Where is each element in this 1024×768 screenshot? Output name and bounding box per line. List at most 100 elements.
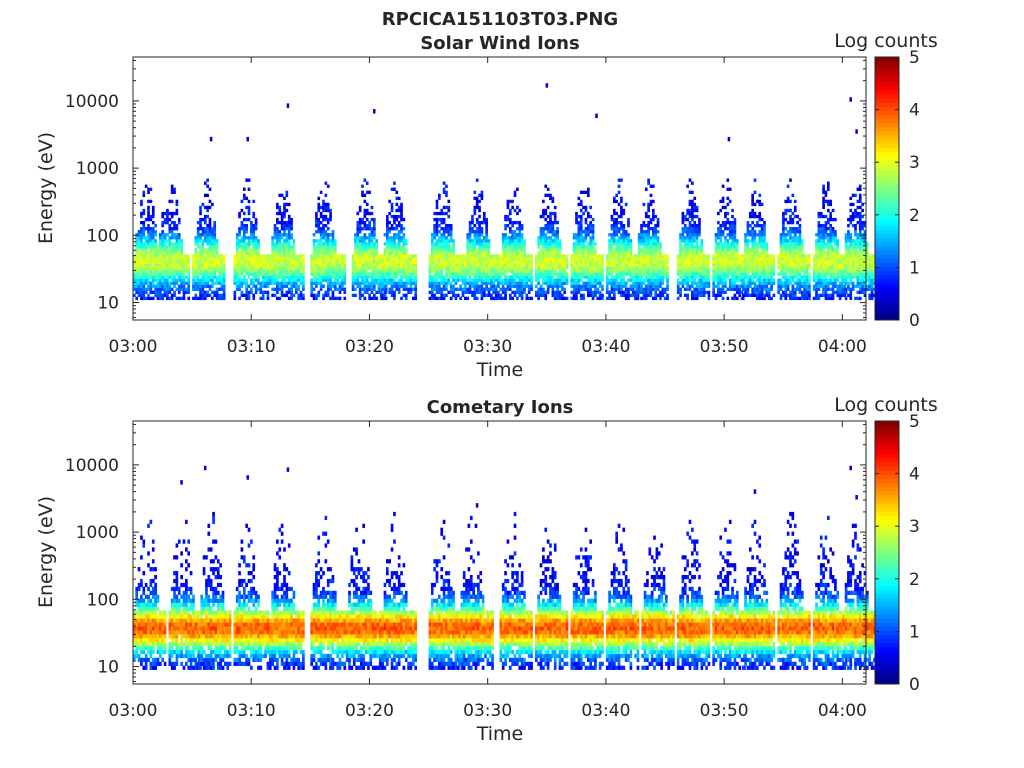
heatmap-cell [142, 296, 146, 301]
heatmap-cell [201, 230, 205, 234]
heatmap-cell [388, 251, 392, 255]
heatmap-cell [482, 260, 486, 264]
heatmap-cell [322, 202, 325, 207]
heatmap-cell [501, 254, 505, 258]
heatmap-cell [520, 275, 524, 279]
heatmap-cell [397, 269, 401, 273]
heatmap-cell [445, 284, 448, 288]
heatmap-cell [615, 275, 619, 279]
heatmap-cell [393, 275, 396, 279]
heatmap-cell [724, 239, 727, 243]
heatmap-cell [490, 266, 493, 270]
heatmap-cell [577, 223, 581, 228]
heatmap-cell [393, 290, 396, 294]
heatmap-cell [659, 275, 662, 279]
heatmap-cell [397, 290, 401, 294]
heatmap-cell [343, 257, 347, 261]
heatmap-cell [551, 272, 555, 276]
heatmap-cell [724, 205, 727, 210]
heatmap-cell [513, 284, 517, 288]
heatmap-cell [142, 248, 146, 252]
heatmap-cell [336, 272, 340, 276]
heatmap-cell [159, 275, 162, 279]
heatmap-cell [647, 284, 650, 288]
heatmap-cell [173, 223, 176, 228]
heatmap-cell [161, 278, 165, 282]
heatmap-cell [240, 199, 244, 204]
heatmap-cell [475, 227, 479, 231]
heatmap-cell [142, 245, 146, 249]
heatmap-cell [478, 260, 481, 264]
heatmap-cell [220, 257, 224, 261]
heatmap-cell [589, 263, 593, 267]
heatmap-cell [363, 296, 367, 301]
heatmap-cell [428, 281, 432, 285]
heatmap-cell [539, 257, 543, 261]
heatmap-cell [499, 272, 503, 276]
heatmap-cell [640, 284, 643, 288]
heatmap-cell [707, 275, 711, 279]
heatmap-cell [312, 296, 316, 301]
heatmap-cell [542, 266, 545, 270]
heatmap-cell [199, 293, 202, 298]
heatmap-cell [278, 211, 282, 216]
heatmap-cell [647, 293, 650, 298]
heatmap-cell [133, 263, 136, 267]
heatmap-cell [238, 281, 241, 285]
heatmap-cell [393, 269, 396, 273]
heatmap-cell [647, 260, 650, 264]
heatmap-cell [370, 260, 374, 264]
heatmap-cell [240, 254, 244, 258]
heatmap-cell [161, 248, 165, 252]
heatmap-cell [287, 236, 291, 240]
heatmap-cell [322, 296, 325, 301]
heatmap-cell [400, 260, 403, 264]
heatmap-cell [390, 202, 394, 207]
heatmap-cell [575, 242, 578, 246]
heatmap-cell [196, 245, 200, 249]
heatmap-cell [511, 223, 514, 228]
heatmap-cell [194, 260, 198, 264]
heatmap-cell [572, 248, 576, 252]
heatmap-cell [635, 296, 639, 301]
heatmap-cell [582, 248, 585, 252]
heatmap-cell [631, 293, 635, 298]
heatmap-cell [238, 230, 241, 234]
heatmap-cell [435, 245, 439, 249]
heatmap-cell [666, 254, 669, 258]
heatmap-cell [240, 284, 244, 288]
heatmap-cell [194, 254, 198, 258]
heatmap-cell [149, 266, 153, 270]
heatmap-cell [245, 196, 248, 201]
heatmap-cell [622, 236, 626, 240]
heatmap-cell [693, 263, 697, 267]
heatmap-cell [508, 254, 512, 258]
heatmap-cell [196, 272, 200, 276]
heatmap-cell [373, 260, 376, 264]
heatmap-cell [605, 269, 609, 273]
heatmap-cell [194, 266, 198, 270]
heatmap-cell [591, 230, 595, 234]
heatmap-cell [276, 202, 279, 207]
heatmap-cell [240, 263, 244, 267]
heatmap-cell [724, 211, 727, 216]
heatmap-cell [666, 269, 669, 273]
heatmap-cell [442, 260, 446, 264]
heatmap-cell [268, 272, 272, 276]
heatmap-cell [719, 208, 723, 213]
heatmap-cell [137, 272, 141, 276]
heatmap-cell [390, 287, 394, 291]
heatmap-cell [273, 248, 277, 252]
heatmap-cell [343, 269, 347, 273]
heatmap-cell [596, 254, 600, 258]
heatmap-cell [726, 260, 730, 264]
heatmap-cell [560, 278, 564, 282]
heatmap-cell [586, 251, 590, 255]
heatmap-cell [220, 284, 224, 288]
heatmap-cell [170, 245, 174, 249]
heatmap-cell [278, 236, 282, 240]
heatmap-cell [137, 281, 141, 285]
heatmap-cell [546, 287, 550, 291]
heatmap-cell [242, 248, 246, 252]
heatmap-cell [317, 245, 321, 249]
